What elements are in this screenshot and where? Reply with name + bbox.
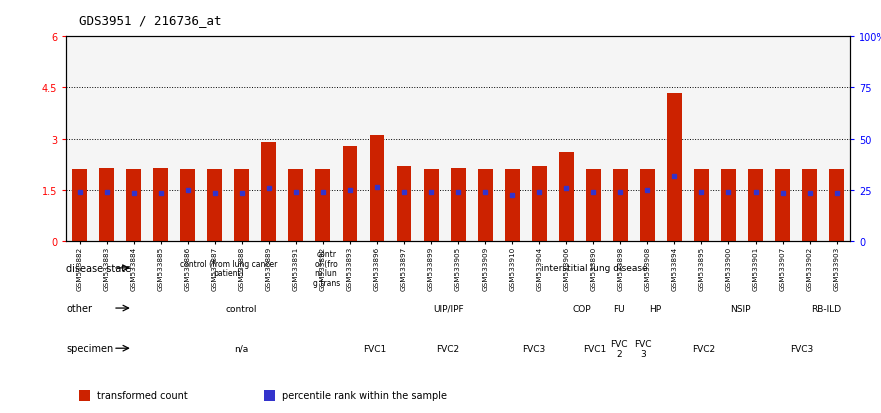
Bar: [234, 170, 249, 242]
Text: RB-ILD: RB-ILD: [811, 304, 840, 313]
Text: n/a: n/a: [234, 344, 248, 353]
Bar: [100, 169, 114, 242]
Text: FVC2: FVC2: [437, 344, 460, 353]
Bar: [613, 170, 628, 242]
Bar: [748, 170, 763, 242]
Text: other: other: [66, 303, 93, 313]
Text: COP: COP: [573, 304, 591, 313]
Bar: [829, 170, 844, 242]
Bar: [586, 170, 601, 242]
Bar: [775, 170, 790, 242]
Bar: [396, 166, 411, 242]
Text: NSIP: NSIP: [730, 304, 751, 313]
Text: FU: FU: [613, 304, 625, 313]
Bar: [424, 170, 439, 242]
Bar: [721, 170, 736, 242]
Text: HP: HP: [649, 304, 662, 313]
Bar: [640, 170, 655, 242]
Bar: [181, 170, 196, 242]
Bar: [451, 169, 465, 242]
Bar: [532, 166, 547, 242]
Bar: [343, 146, 358, 242]
Text: FVC3: FVC3: [789, 344, 813, 353]
Text: FVC1: FVC1: [364, 344, 387, 353]
Text: control: control: [226, 304, 256, 313]
Text: GDS3951 / 216736_at: GDS3951 / 216736_at: [79, 14, 222, 27]
Bar: [207, 170, 222, 242]
Text: transformed count: transformed count: [97, 390, 188, 401]
Text: UIP/IPF: UIP/IPF: [433, 304, 463, 313]
Text: FVC3: FVC3: [522, 344, 545, 353]
Text: control (from lung cancer
patient): control (from lung cancer patient): [181, 259, 278, 278]
Text: percentile rank within the sample: percentile rank within the sample: [282, 390, 447, 401]
Bar: [505, 170, 520, 242]
Bar: [803, 170, 817, 242]
Text: FVC1: FVC1: [582, 344, 606, 353]
Bar: [72, 170, 87, 242]
Bar: [559, 153, 574, 242]
Bar: [315, 170, 330, 242]
Text: contr
ol (fro
m lun
g trans: contr ol (fro m lun g trans: [313, 249, 340, 287]
Text: specimen: specimen: [66, 343, 114, 354]
Bar: [694, 170, 709, 242]
Bar: [153, 169, 168, 242]
Text: FVC2: FVC2: [692, 344, 715, 353]
Text: interstitial lung disease: interstitial lung disease: [541, 264, 648, 273]
Text: FVC
3: FVC 3: [634, 339, 652, 358]
Text: disease state: disease state: [66, 263, 131, 273]
Bar: [369, 136, 384, 242]
Bar: [126, 170, 141, 242]
Bar: [667, 93, 682, 242]
Text: FVC
2: FVC 2: [610, 339, 627, 358]
Bar: [288, 170, 303, 242]
Bar: [478, 170, 492, 242]
Bar: [262, 143, 277, 242]
